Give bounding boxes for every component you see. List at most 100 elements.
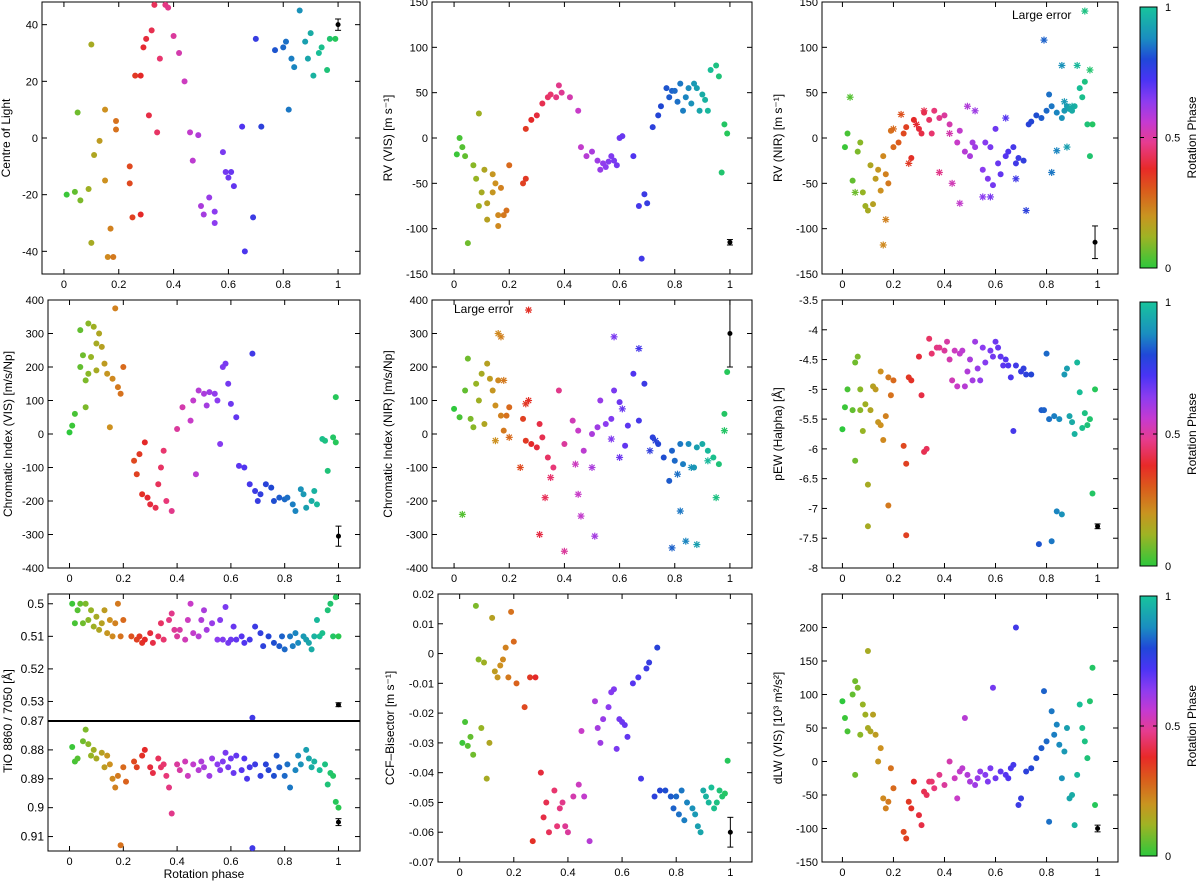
data-point [936,344,943,351]
data-point [98,343,105,350]
y-axis-label-rv_vis: RV (VIS) [m s⁻¹] [381,95,395,182]
data-point [656,787,663,794]
data-point [96,137,103,144]
data-point [547,91,554,98]
y-tick-label: -5 [808,384,818,396]
data-point-star [574,490,582,498]
data-point [145,112,152,119]
y-tick-label: 300 [410,329,428,341]
data-point [311,633,318,640]
data-point [475,110,482,117]
data-point [602,420,609,427]
data-point [143,35,150,42]
data-point [475,203,482,209]
data-point [456,135,463,141]
data-point [613,162,620,169]
data-point [249,350,256,357]
data-point [693,444,700,451]
data-point [536,420,543,427]
data-point [113,118,120,124]
colorbar-label: Rotation Phase [1185,96,1199,178]
data-point [228,169,235,175]
data-point [967,778,973,785]
colorbar-tick-label: 1 [1165,591,1171,603]
data-point [903,460,910,467]
y-tick-label: 400 [410,295,428,307]
data-point-star [1063,143,1071,151]
data-point [890,785,897,792]
data-point [537,769,544,776]
data-point [1086,698,1093,705]
data-point [332,35,339,42]
data-point [201,390,207,397]
data-point [655,112,662,119]
data-point [1007,374,1014,381]
data-point [680,461,687,468]
x-tick-label: 0.4 [937,867,952,879]
data-point [1046,416,1053,423]
data-point [106,424,113,431]
y-tick-label: -8 [808,563,818,575]
y-tick-label: 0.53 [21,694,45,708]
x-tick-label: 0.6 [612,573,627,585]
data-point [592,698,598,705]
data-point [268,484,275,491]
data-point [302,38,309,45]
data-point-star [676,507,684,515]
data-point [923,792,930,798]
data-point [101,607,108,614]
y-tick-label: -40 [22,246,38,258]
y-tick-label: 0.9 [27,801,44,815]
colorbar-tick-label: 0 [1165,561,1171,573]
data-point [885,798,892,805]
data-point [839,426,846,433]
data-point [300,491,307,498]
data-point [117,390,124,397]
data-point [979,344,986,351]
data-point [308,498,315,504]
data-point [1005,148,1012,155]
data-point [489,189,496,196]
data-point [470,751,477,758]
data-point [1079,94,1086,101]
data-point [217,767,224,774]
axes-tio-top: 0.5 0.51 0.52 0.53 [21,593,361,722]
data-point [98,620,105,627]
data-point-star [610,333,618,341]
data-point [707,67,714,73]
data-point [977,377,984,384]
data-point [555,82,562,89]
x-tick-label: 0.4 [166,279,181,291]
data-point [641,380,648,387]
data-point [166,784,173,791]
data-point [887,392,894,399]
data-point [989,684,996,691]
data-point [1020,157,1027,164]
y-axis-label-tio: TiO 8860 / 7050 [Å] [0,669,15,773]
x-tick-label: 0 [839,279,845,291]
data-point [96,626,103,633]
data-point-star [889,125,897,133]
data-point [882,171,889,178]
data-point [69,744,76,750]
data-point [926,335,933,342]
data-point-star [720,427,728,435]
data-point [113,126,120,133]
data-point [949,377,956,384]
data-point [503,207,510,214]
data-point [63,191,70,198]
data-point [77,364,84,370]
y-tick-label: -400 [406,563,428,575]
data-point [82,404,89,411]
error-bar [1094,523,1101,530]
data-point [71,410,78,417]
data-point-star [687,464,695,471]
data-point [1046,818,1053,825]
data-point [112,784,119,791]
data-point [249,845,256,852]
data-point-star [963,102,971,110]
data-point [649,124,656,131]
data-point [117,633,124,640]
data-point [951,347,958,354]
x-tick-label: 1 [727,867,733,879]
